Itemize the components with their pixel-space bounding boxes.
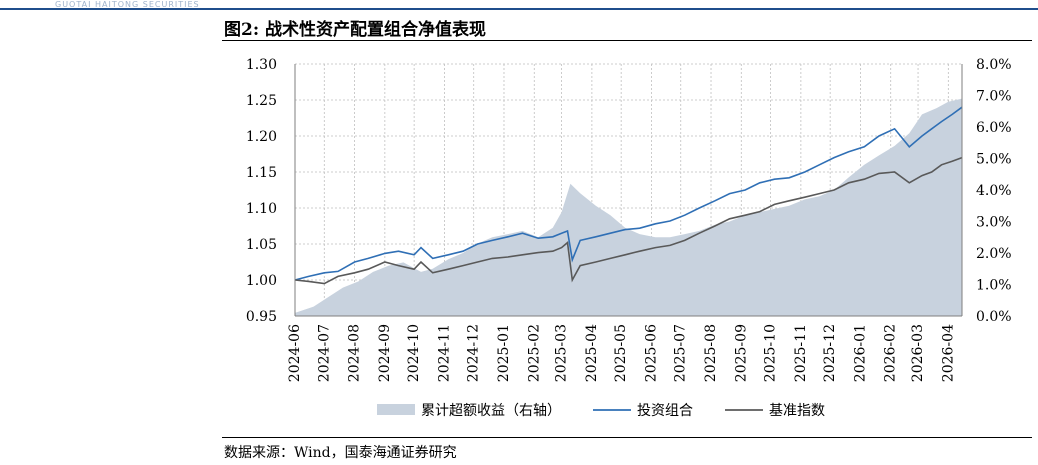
y-tick-label-left: 1.05 (246, 237, 277, 253)
axes-group: 0.95 1.00 1.05 1.10 1.15 1.20 1.25 1.30 0.0% 1.0%… (246, 57, 1012, 382)
header-rule (0, 8, 1038, 10)
x-tick-label: 2026-04 (940, 324, 956, 382)
header-strip-text: GUOTAI HAITONG SECURITIES (55, 0, 200, 9)
portfolio-line (294, 106, 963, 281)
x-tick-label: 2024-06 (287, 324, 303, 382)
y-tick-label-left: 0.95 (246, 309, 277, 325)
y-tick-label-left: 1.15 (246, 165, 277, 181)
x-tick-label: 2025-02 (526, 324, 542, 382)
x-tick-label: 2025-04 (584, 324, 600, 382)
y-tick-label-right: 5.0% (976, 152, 1012, 168)
x-tick-label: 2025-07 (673, 324, 689, 382)
y-tick-label-left: 1.00 (246, 273, 277, 289)
y-tick-label-right: 3.0% (976, 215, 1012, 231)
y-tick-label-left: 1.30 (246, 57, 277, 73)
legend-label: 基准指数 (769, 402, 825, 419)
figure-title: 图2: 战术性资产配置组合净值表现 (224, 20, 487, 40)
source-rule (222, 437, 1032, 438)
x-tick-label: 2025-12 (822, 324, 838, 382)
y-tick-label-right: 1.0% (976, 278, 1012, 294)
legend-label: 累计超额收益（右轴） (421, 403, 561, 419)
benchmark-line (294, 156, 963, 285)
legend-label: 投资组合 (637, 403, 693, 419)
legend-swatch-excess (377, 404, 415, 415)
y-tick-label-right: 4.0% (976, 183, 1012, 199)
x-tick-label: 2025-06 (643, 324, 659, 382)
source-note: 数据来源：Wind，国泰海通证券研究 (224, 445, 457, 461)
y-tick-label-left: 1.20 (246, 129, 277, 145)
y-tick-label-right: 8.0% (976, 57, 1012, 73)
series-lines-group (294, 106, 963, 285)
x-tick-label: 2024-08 (347, 324, 363, 382)
y-tick-label-right: 2.0% (976, 246, 1012, 262)
x-tick-label: 2025-03 (554, 324, 570, 382)
x-tick-label: 2024-10 (406, 324, 422, 382)
y-tick-label-right: 6.0% (976, 120, 1012, 136)
x-tick-label: 2025-01 (496, 324, 512, 382)
x-tick-label: 2024-12 (466, 324, 482, 382)
x-tick-label: 2025-05 (613, 324, 629, 382)
x-tick-label: 2024-09 (377, 324, 393, 382)
y-tick-label-right: 7.0% (976, 89, 1012, 105)
y-tick-label-left: 1.10 (246, 201, 277, 217)
x-tick-label: 2025-10 (763, 324, 779, 382)
excess-return-area-group (295, 98, 962, 316)
y-tick-label-right: 0.0% (976, 309, 1012, 325)
title-rule (222, 40, 1032, 41)
x-tick-label: 2024-11 (436, 324, 452, 382)
x-tick-label: 2026-01 (852, 324, 868, 382)
legend: 累计超额收益（右轴） 投资组合 基准指数 (377, 402, 825, 419)
excess-return-area (295, 98, 962, 316)
x-tick-label: 2025-09 (733, 324, 749, 382)
x-tick-label: 2024-07 (316, 324, 332, 382)
x-tick-label: 2025-08 (703, 324, 719, 382)
x-tick-label: 2026-02 (883, 324, 899, 382)
y-tick-label-left: 1.25 (246, 93, 277, 109)
x-tick-label: 2025-11 (793, 324, 809, 382)
x-tick-label: 2026-03 (910, 324, 926, 382)
